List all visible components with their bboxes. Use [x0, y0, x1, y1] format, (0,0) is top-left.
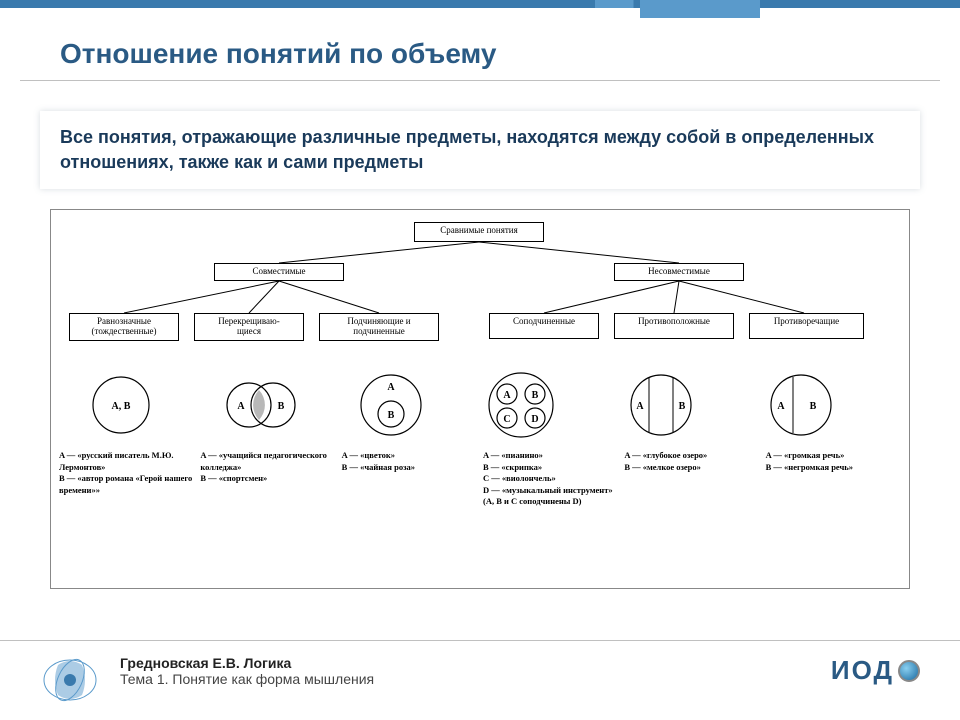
footer-text: Гредновская Е.В. Логика Тема 1. Понятие …	[120, 655, 811, 687]
definition-box: Все понятия, отражающие различные предме…	[40, 111, 920, 189]
svg-text:D: D	[531, 414, 538, 425]
svg-text:B: B	[278, 401, 285, 412]
caption: A — «глубокое озеро»B — «мелкое озеро»	[624, 450, 759, 507]
venn-diagram: A, B	[71, 370, 181, 445]
svg-text:A: A	[237, 401, 245, 412]
svg-text:A: A	[387, 382, 395, 393]
caption: A — «пианино»B — «скрипка»C — «виолончел…	[483, 450, 618, 507]
tree-node: Перекрещиваю-щиеся	[194, 313, 304, 341]
caption: A — «русский писатель М.Ю. Лермонтов»B —…	[59, 450, 194, 507]
svg-text:A, B: A, B	[112, 401, 131, 412]
iod-logo: ИОД	[831, 655, 920, 686]
tree-node: Сравнимые понятия	[414, 222, 544, 242]
svg-text:C: C	[503, 414, 510, 425]
svg-text:B: B	[810, 401, 817, 412]
svg-text:A: A	[636, 401, 644, 412]
diagram-area: Сравнимые понятия Совместимые Несовместимы…	[50, 209, 910, 589]
svg-text:A: A	[503, 390, 511, 401]
caption-row: A — «русский писатель М.Ю. Лермонтов»B —…	[59, 450, 901, 507]
iod-logo-text: ИОД	[831, 655, 894, 686]
caption: A — «цветок»B — «чайная роза»	[342, 450, 477, 507]
concept-tree: Сравнимые понятия Совместимые Несовместимы…	[59, 218, 901, 368]
tree-node: Противоречащие	[749, 313, 864, 339]
venn-diagram: AB	[211, 370, 321, 445]
tree-node: Подчиняющие иподчиненные	[319, 313, 439, 341]
venn-diagram: A B C D	[471, 370, 581, 445]
tree-node: Соподчиненные	[489, 313, 599, 339]
globe-icon	[898, 660, 920, 682]
footer: Гредновская Е.В. Логика Тема 1. Понятие …	[0, 640, 960, 720]
venn-row: A, BABABABCDABAB	[51, 365, 909, 445]
venn-diagram: AB	[751, 370, 861, 445]
svg-text:B: B	[388, 410, 395, 421]
tree-node: Несовместимые	[614, 263, 744, 281]
tree-node: Равнозначные(тождественные)	[69, 313, 179, 341]
tree-node: Противоположные	[614, 313, 734, 339]
caption: A — «громкая речь»B — «негромкая речь»	[766, 450, 901, 507]
footer-topic: Тема 1. Понятие как форма мышления	[120, 671, 811, 687]
top-bar	[0, 0, 960, 8]
footer-author: Гредновская Е.В. Логика	[120, 655, 811, 671]
venn-diagram: AB	[611, 370, 721, 445]
university-logo	[40, 655, 100, 705]
svg-text:B: B	[679, 401, 686, 412]
svg-text:A: A	[777, 401, 785, 412]
tree-node: Совместимые	[214, 263, 344, 281]
svg-text:B: B	[532, 390, 539, 401]
venn-diagram: AB	[341, 370, 451, 445]
caption: A — «учащийся педагогического колледжа»B…	[200, 450, 335, 507]
top-accent	[640, 0, 760, 18]
page-title: Отношение понятий по объему	[20, 8, 940, 81]
